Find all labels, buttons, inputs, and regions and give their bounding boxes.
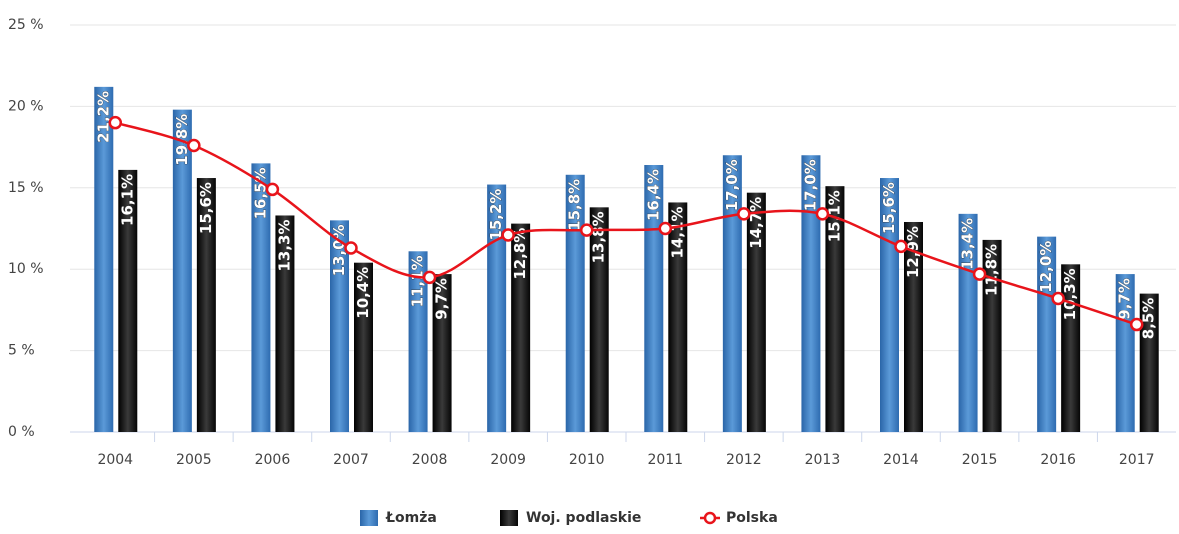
- value-label: 14,7%: [747, 197, 765, 249]
- legend-symbol: [703, 511, 717, 525]
- bar: [196, 178, 216, 432]
- x-tick-label: 2011: [647, 452, 683, 468]
- value-label: 11,1%: [409, 255, 427, 307]
- bar: [354, 262, 373, 432]
- value-label: 12,0%: [1037, 241, 1055, 293]
- legend-label: Woj. podlaskie: [526, 510, 641, 526]
- bar: [982, 239, 1002, 432]
- legend-label: Łomża: [385, 510, 437, 526]
- legend-label: Polska: [726, 510, 778, 526]
- x-tick-label: 2016: [1040, 452, 1076, 468]
- x-tick-label: 2015: [962, 452, 998, 468]
- bar: [487, 184, 507, 432]
- value-label: 16,5%: [251, 167, 269, 219]
- marker: [265, 182, 280, 197]
- bar: [722, 155, 742, 433]
- value-label: 12,8%: [511, 228, 529, 280]
- value-label: 10,3%: [1061, 268, 1079, 320]
- marker: [1129, 317, 1144, 332]
- bar: [668, 202, 688, 432]
- x-tick-label: 2007: [333, 452, 369, 468]
- bar: [118, 169, 138, 432]
- y-tick-label: 5 %: [8, 343, 35, 359]
- bar: [904, 221, 923, 432]
- value-label: 9,7%: [1116, 278, 1134, 320]
- y-tick-label: 10 %: [8, 261, 44, 277]
- bar: [432, 274, 452, 432]
- x-tick-label: 2006: [255, 452, 291, 468]
- value-label: 15,8%: [566, 179, 584, 231]
- marker: [894, 239, 908, 254]
- bar: [1115, 274, 1135, 432]
- bar: [511, 223, 531, 432]
- marker: [1051, 291, 1065, 306]
- value-label: 13,4%: [959, 218, 977, 270]
- bar: [1037, 236, 1057, 432]
- x-tick-label: 2004: [97, 452, 133, 468]
- bar: [565, 174, 585, 432]
- bar: [801, 155, 821, 433]
- value-label: 13,8%: [590, 211, 608, 263]
- value-label: 16,4%: [644, 169, 662, 221]
- marker: [187, 138, 201, 153]
- value-label: 14,1%: [668, 206, 686, 258]
- marker: [501, 228, 515, 242]
- value-label: 11,8%: [983, 244, 1001, 296]
- value-label: 13,3%: [275, 219, 293, 271]
- bar: [1061, 264, 1081, 432]
- y-tick-label: 25 %: [8, 17, 44, 33]
- bar: [408, 251, 428, 432]
- marker: [422, 270, 437, 285]
- bar: [172, 109, 192, 432]
- marker: [737, 207, 751, 221]
- x-tick-label: 2005: [176, 452, 212, 468]
- bar: [251, 163, 271, 432]
- bar: [94, 86, 114, 432]
- x-tick-label: 2008: [412, 452, 448, 468]
- marker: [108, 115, 123, 130]
- legend-symbol: [360, 510, 378, 526]
- y-tick-label: 20 %: [8, 98, 44, 114]
- x-tick-label: 2009: [490, 452, 526, 468]
- legend-symbol: [500, 510, 518, 526]
- y-tick-label: 15 %: [8, 180, 44, 196]
- value-label: 21,2%: [94, 91, 112, 143]
- value-label: 9,7%: [433, 278, 451, 320]
- bar: [880, 178, 899, 432]
- x-tick-label: 2013: [805, 452, 841, 468]
- value-label: 8,5%: [1140, 298, 1158, 340]
- value-label: 15,6%: [197, 182, 215, 234]
- value-label: 15,2%: [487, 189, 505, 241]
- bar: [644, 165, 664, 432]
- bar: [1139, 293, 1159, 432]
- bar: [825, 186, 845, 432]
- value-label: 10,4%: [354, 267, 372, 319]
- x-tick-label: 2010: [569, 452, 605, 468]
- y-tick-label: 0 %: [8, 424, 35, 440]
- value-label: 17,0%: [723, 159, 741, 211]
- marker: [344, 241, 358, 255]
- marker: [579, 223, 594, 237]
- bar: [746, 192, 766, 432]
- x-tick-label: 2017: [1119, 452, 1155, 468]
- bar: [330, 220, 349, 432]
- x-tick-label: 2012: [726, 452, 762, 468]
- x-tick-label: 2014: [883, 452, 919, 468]
- marker: [815, 207, 830, 221]
- bar: [589, 207, 609, 432]
- bar: [275, 215, 295, 432]
- marker: [972, 267, 987, 281]
- value-label: 16,1%: [118, 174, 136, 226]
- marker: [658, 221, 673, 236]
- value-label: 15,6%: [880, 182, 898, 234]
- value-label: 17,0%: [801, 159, 819, 211]
